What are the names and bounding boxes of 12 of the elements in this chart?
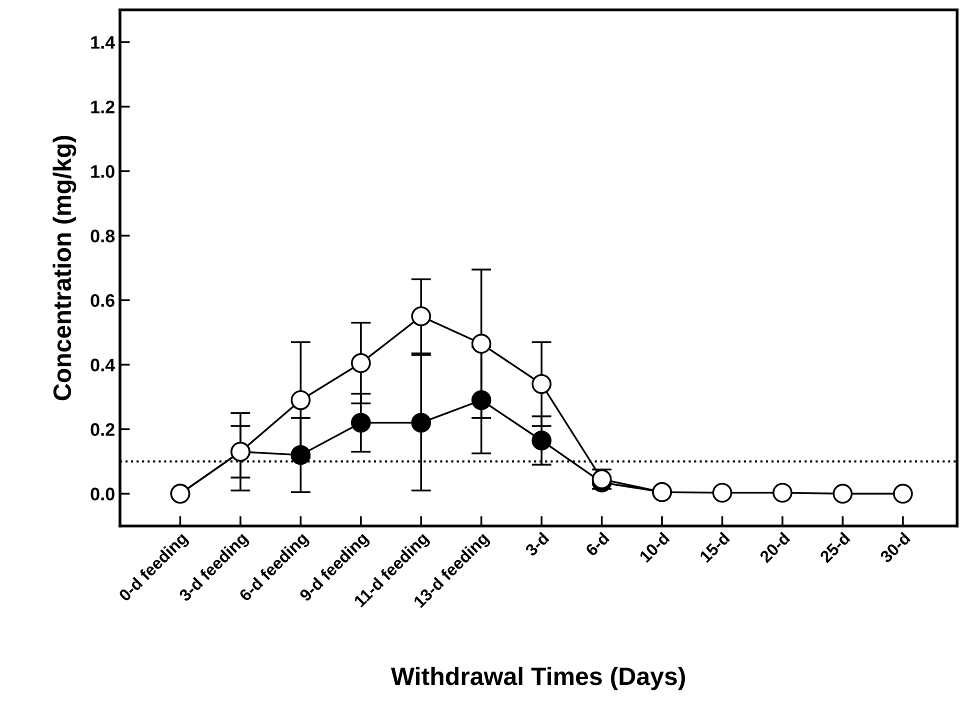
y-tick-label: 0.4: [90, 358, 116, 372]
y-tick-label: 0.8: [90, 230, 115, 242]
y-tick-label: 0.0: [90, 488, 114, 500]
y-tick-label: 1.2: [91, 100, 114, 114]
y-tick-label: 0.6: [90, 294, 114, 307]
y-tick-label: 1.4: [91, 36, 116, 49]
x-tick-label: 6-d: [584, 532, 610, 557]
y-tick-label: 0.2: [90, 423, 114, 436]
y-axis-title: Concentration (mg/kg): [52, 136, 76, 400]
y-tick-label: 1.0: [91, 165, 114, 178]
x-tick-label: 3-d: [524, 532, 550, 557]
x-axis-title: Withdrawal Times (Days): [390, 666, 685, 690]
